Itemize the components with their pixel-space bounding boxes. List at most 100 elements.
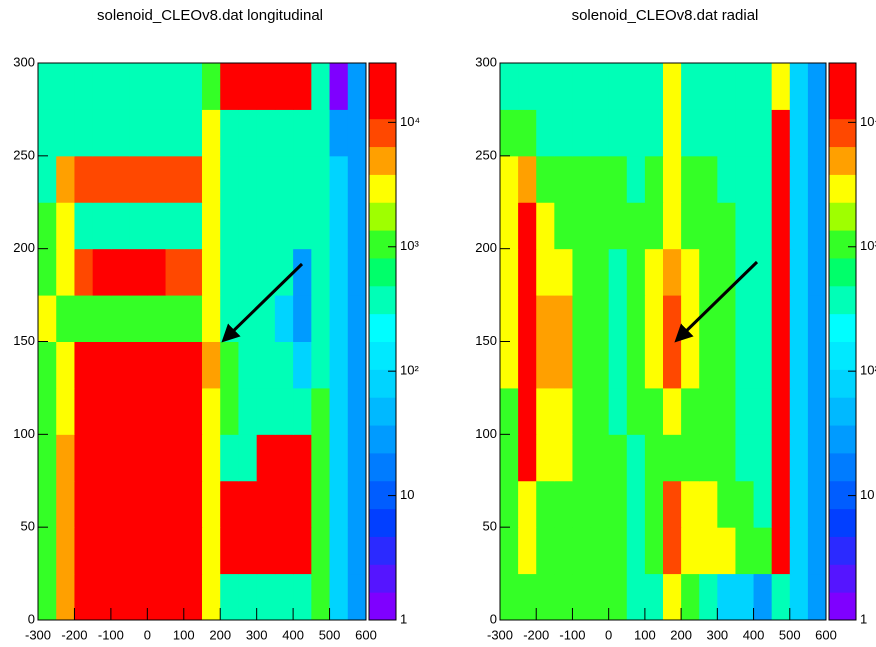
- heatmap-cell: [554, 295, 573, 342]
- y-tick-label: 150: [13, 333, 35, 348]
- heatmap-cell: [110, 295, 130, 342]
- heatmap-cell: [572, 63, 592, 110]
- heatmap-cell: [735, 387, 755, 435]
- heatmap-cell: [256, 202, 276, 250]
- heatmap-cell: [753, 387, 773, 435]
- heatmap-cell: [256, 248, 276, 296]
- heatmap-cell: [807, 202, 827, 250]
- heatmap-cell: [626, 341, 646, 389]
- heatmap-cell: [74, 295, 94, 342]
- heatmap-cell: [572, 573, 592, 621]
- heatmap-cell: [92, 202, 112, 250]
- heatmap-cell: [147, 387, 167, 435]
- heatmap-cell: [590, 527, 610, 575]
- heatmap-cell: [74, 248, 94, 296]
- heatmap-cell: [347, 434, 367, 482]
- heatmap-cell: [608, 480, 628, 528]
- heatmap-cell: [572, 434, 592, 482]
- heatmap-cell: [220, 248, 239, 296]
- heatmap-cell: [183, 109, 203, 157]
- colorbar-step: [369, 480, 396, 510]
- y-tick-label: 0: [28, 611, 35, 626]
- heatmap-cell: [590, 109, 610, 157]
- x-tick-label: 300: [706, 627, 728, 642]
- heatmap-cell: [110, 434, 130, 482]
- heatmap-cell: [311, 248, 331, 296]
- heatmap-cell: [56, 248, 75, 296]
- heatmap-cell: [717, 434, 736, 482]
- arrow: [674, 260, 759, 343]
- colorbar-step: [369, 564, 396, 593]
- heatmap-cell: [147, 109, 167, 157]
- heatmap-cell: [165, 434, 185, 482]
- heatmap-cell: [626, 202, 646, 250]
- heatmap-cell: [92, 434, 112, 482]
- heatmap-cell: [699, 434, 718, 482]
- heatmap-cell: [147, 202, 167, 250]
- heatmap-cell: [183, 527, 203, 575]
- heatmap-cell: [238, 63, 258, 110]
- heatmap-cell: [771, 527, 791, 575]
- colorbar-step: [369, 257, 396, 287]
- colorbar-step: [369, 397, 396, 426]
- colorbar-step: [369, 230, 396, 259]
- heatmap-cell: [202, 527, 221, 575]
- z-tick-label: 1: [400, 611, 407, 626]
- heatmap-cell: [56, 109, 75, 157]
- y-tick-label: 50: [483, 519, 497, 534]
- heatmap-cell: [699, 341, 718, 389]
- heatmap-cell: [554, 480, 573, 528]
- heatmap-cell: [329, 155, 349, 203]
- heatmap-cell: [771, 573, 791, 621]
- heatmap-cell: [789, 573, 809, 621]
- heatmap-cell: [518, 387, 537, 435]
- heatmap-cell: [572, 248, 592, 296]
- heatmap-cell: [110, 387, 130, 435]
- y-tick-label: 0: [490, 611, 497, 626]
- heatmap-cell: [663, 63, 682, 110]
- heatmap-cell: [518, 202, 537, 250]
- heatmap-cell: [717, 248, 736, 296]
- heatmap-cell: [110, 527, 130, 575]
- heatmap-cell: [56, 295, 75, 342]
- heatmap-cell: [220, 109, 239, 157]
- heatmap-cell: [572, 109, 592, 157]
- z-tick-label: 10²: [860, 363, 876, 378]
- heatmap-cell: [789, 202, 809, 250]
- heatmap-cell: [147, 573, 167, 621]
- heatmap-cell: [536, 573, 555, 621]
- heatmap-cell: [500, 63, 519, 110]
- heatmap-cell: [608, 155, 628, 203]
- heatmap-cell: [753, 341, 773, 389]
- colorbar-frame: [828, 62, 857, 621]
- heatmap-cell: [644, 573, 664, 621]
- heatmap-cell: [92, 480, 112, 528]
- x-tick-label: 600: [355, 627, 377, 642]
- heatmap-cell: [663, 202, 682, 250]
- heatmap-cell: [681, 480, 700, 528]
- heatmap-cell: [717, 387, 736, 435]
- heatmap-cell: [518, 248, 537, 296]
- heatmap-cell: [129, 480, 148, 528]
- heatmap-cell: [626, 63, 646, 110]
- heatmap-cell: [38, 434, 57, 482]
- heatmap-cell: [681, 155, 700, 203]
- heatmap-cell: [717, 202, 736, 250]
- heatmap-cell: [74, 573, 94, 621]
- heatmap-cell: [274, 434, 294, 482]
- colorbar-step: [829, 90, 856, 120]
- y-tick-label: 250: [13, 147, 35, 162]
- heatmap-cell: [220, 434, 239, 482]
- heatmap-cell: [608, 295, 628, 342]
- heatmap-cell: [256, 295, 276, 342]
- heatmap-cell: [590, 248, 610, 296]
- heatmap-cell: [753, 63, 773, 110]
- heatmap-cell: [699, 155, 718, 203]
- heatmap-cell: [329, 480, 349, 528]
- heatmap-cell: [220, 387, 239, 435]
- heatmap-cell: [572, 387, 592, 435]
- heatmap-cell: [789, 155, 809, 203]
- heatmap-cell: [753, 248, 773, 296]
- heatmap-cell: [644, 295, 664, 342]
- heatmap-cell: [807, 341, 827, 389]
